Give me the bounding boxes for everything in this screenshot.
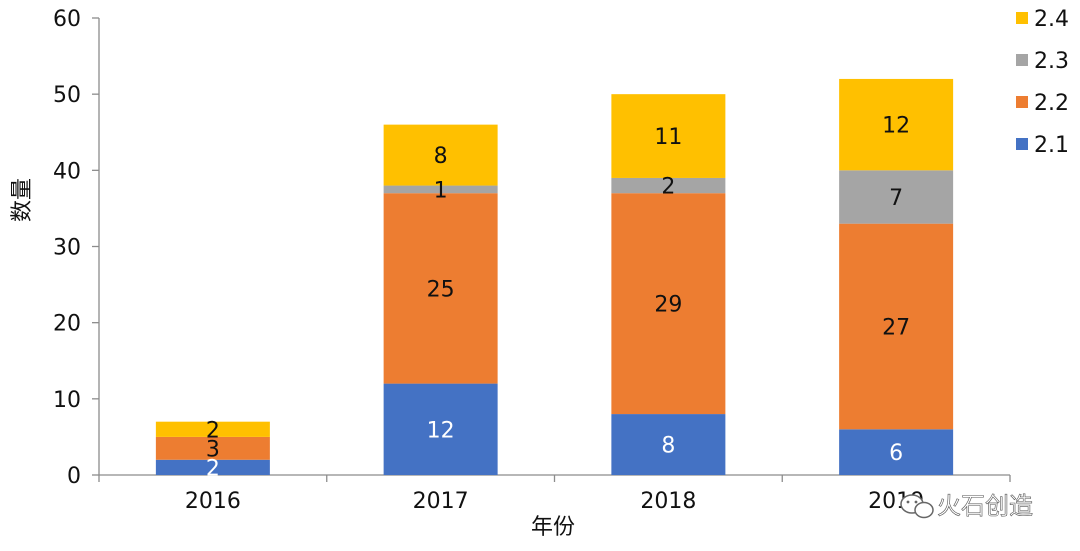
data-label: 1 — [434, 178, 448, 203]
data-label: 27 — [882, 315, 910, 340]
data-label: 11 — [654, 125, 682, 150]
y-axis-title: 数量 — [10, 178, 35, 222]
bar-segment-2.1 — [155, 459, 270, 475]
data-label: 8 — [434, 144, 448, 169]
watermark: 火石创造 — [900, 492, 1033, 520]
bar-segment-2.4 — [155, 421, 270, 437]
y-tick-label: 20 — [53, 312, 81, 337]
bars — [155, 78, 954, 475]
bar-segment-2.2 — [155, 436, 270, 460]
y-tick-label: 50 — [53, 83, 81, 108]
data-label: 25 — [427, 277, 455, 302]
legend-label: 2.2 — [1034, 91, 1069, 116]
y-tick-label: 30 — [53, 236, 81, 261]
legend-swatch — [1016, 12, 1028, 24]
bar-segment-2.4 — [383, 124, 498, 186]
bar-segment-2.4 — [611, 94, 726, 178]
legend-label: 2.4 — [1034, 7, 1069, 32]
data-label: 6 — [889, 441, 903, 466]
y-tick-label: 40 — [53, 159, 81, 184]
bar-segment-2.1 — [383, 383, 498, 475]
legend-swatch — [1016, 96, 1028, 108]
bar-segment-2.1 — [839, 429, 954, 475]
bar-segment-2.3 — [839, 170, 954, 224]
legend: 2.4 2.3 2.2 2.1 — [1016, 7, 1069, 158]
bar-segment-2.4 — [839, 78, 954, 171]
bar-segment-2.3 — [611, 177, 726, 194]
y-tick-label: 10 — [53, 388, 81, 413]
data-label: 2 — [206, 418, 220, 443]
bar-segment-2.3 — [383, 185, 498, 194]
legend-label: 2.3 — [1034, 49, 1069, 74]
wechat-icon — [900, 494, 934, 519]
bar-segment-2.2 — [383, 193, 498, 384]
data-label: 3 — [206, 437, 220, 462]
legend-label: 2.1 — [1034, 133, 1069, 158]
x-tick-label: 2018 — [640, 489, 696, 514]
legend-swatch — [1016, 54, 1028, 66]
legend-swatch — [1016, 138, 1028, 150]
data-label: 12 — [427, 418, 455, 443]
data-label: 12 — [882, 114, 910, 139]
data-label: 2 — [206, 456, 220, 481]
bar-segment-2.2 — [611, 193, 726, 415]
x-axis-title: 年份 — [531, 515, 575, 540]
x-tick-label: 2016 — [185, 489, 241, 514]
y-tick-label: 60 — [53, 7, 81, 32]
data-label: 2 — [661, 175, 675, 200]
data-label: 7 — [889, 186, 903, 211]
y-tick-label: 0 — [67, 464, 81, 489]
bar-segment-2.1 — [611, 414, 726, 475]
watermark-text: 火石创造 — [937, 492, 1033, 520]
bar-segment-2.2 — [839, 223, 954, 430]
data-label: 8 — [661, 434, 675, 459]
x-tick-label: 2017 — [413, 489, 469, 514]
data-label: 29 — [654, 293, 682, 318]
